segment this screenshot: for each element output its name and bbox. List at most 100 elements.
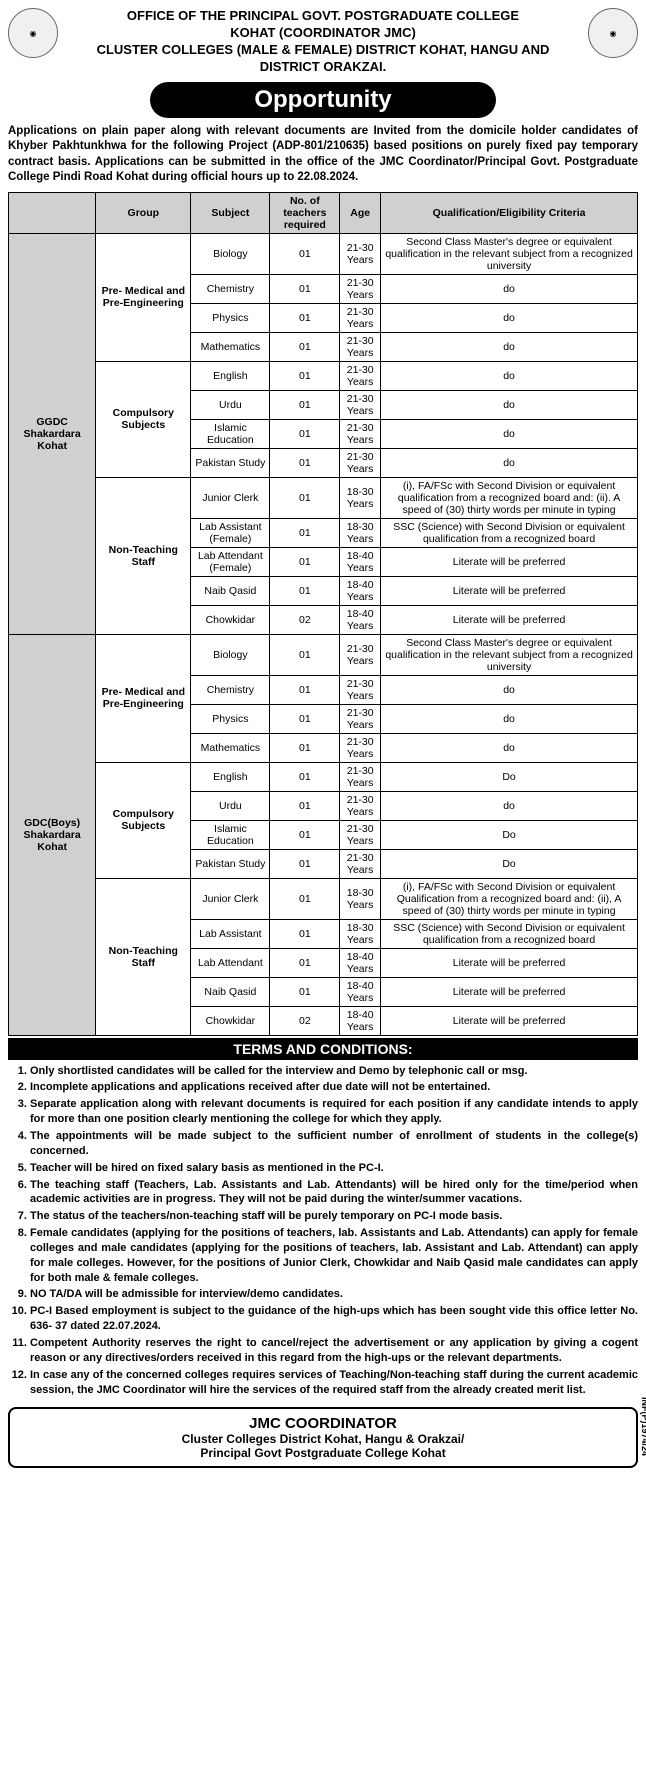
data-cell: 01 xyxy=(270,820,340,849)
footer-title: JMC COORDINATOR xyxy=(16,1415,630,1432)
column-header: No. of teachers required xyxy=(270,192,340,233)
data-cell: English xyxy=(191,361,270,390)
data-cell: 21-30 Years xyxy=(340,762,381,791)
group-cell: Pre- Medical and Pre-Engineering xyxy=(96,233,191,361)
group-cell: Pre- Medical and Pre-Engineering xyxy=(96,634,191,762)
footer-box: JMC COORDINATOR Cluster Colleges Distric… xyxy=(8,1407,638,1468)
data-cell: Chowkidar xyxy=(191,1006,270,1035)
data-cell: 21-30 Years xyxy=(340,303,381,332)
data-cell: 01 xyxy=(270,849,340,878)
data-cell: Urdu xyxy=(191,390,270,419)
data-cell: 01 xyxy=(270,919,340,948)
data-cell: 01 xyxy=(270,791,340,820)
data-cell: do xyxy=(381,675,638,704)
data-cell: Biology xyxy=(191,233,270,274)
data-cell: 01 xyxy=(270,547,340,576)
data-cell: 18-40 Years xyxy=(340,948,381,977)
data-cell: 21-30 Years xyxy=(340,675,381,704)
footer-line1: Cluster Colleges District Kohat, Hangu &… xyxy=(16,1432,630,1446)
data-cell: Second Class Master's degree or equivale… xyxy=(381,233,638,274)
data-cell: Do xyxy=(381,849,638,878)
group-cell: Compulsory Subjects xyxy=(96,361,191,477)
data-cell: SSC (Science) with Second Division or eq… xyxy=(381,919,638,948)
column-header: Age xyxy=(340,192,381,233)
data-cell: English xyxy=(191,762,270,791)
table-row: Compulsory SubjectsEnglish0121-30 Yearsd… xyxy=(9,361,638,390)
data-cell: Lab Attendant xyxy=(191,948,270,977)
group-cell: Non-Teaching Staff xyxy=(96,878,191,1035)
data-cell: 18-30 Years xyxy=(340,878,381,919)
data-cell: 01 xyxy=(270,634,340,675)
emblem-right-icon: ◉ xyxy=(588,8,638,58)
data-cell: Second Class Master's degree or equivale… xyxy=(381,634,638,675)
data-cell: 21-30 Years xyxy=(340,733,381,762)
positions-table: GroupSubjectNo. of teachers requiredAgeQ… xyxy=(8,192,638,1036)
data-cell: Junior Clerk xyxy=(191,477,270,518)
data-cell: 21-30 Years xyxy=(340,820,381,849)
data-cell: 21-30 Years xyxy=(340,419,381,448)
data-cell: 01 xyxy=(270,448,340,477)
data-cell: 18-40 Years xyxy=(340,547,381,576)
reference-number: INF(P)1974/24 xyxy=(640,1397,646,1456)
term-item: In case any of the concerned colleges re… xyxy=(30,1368,638,1398)
data-cell: Chemistry xyxy=(191,675,270,704)
data-cell: do xyxy=(381,274,638,303)
term-item: The teaching staff (Teachers, Lab. Assis… xyxy=(30,1178,638,1208)
data-cell: do xyxy=(381,390,638,419)
data-cell: 01 xyxy=(270,419,340,448)
column-header: Group xyxy=(96,192,191,233)
data-cell: 01 xyxy=(270,303,340,332)
table-row: GDC(Boys) Shakardara KohatPre- Medical a… xyxy=(9,634,638,675)
term-item: Incomplete applications and applications… xyxy=(30,1080,638,1095)
data-cell: 01 xyxy=(270,878,340,919)
data-cell: SSC (Science) with Second Division or eq… xyxy=(381,518,638,547)
data-cell: 01 xyxy=(270,977,340,1006)
opportunity-banner: Opportunity xyxy=(150,82,497,118)
data-cell: 18-40 Years xyxy=(340,977,381,1006)
term-item: NO TA/DA will be admissible for intervie… xyxy=(30,1287,638,1302)
data-cell: 21-30 Years xyxy=(340,704,381,733)
data-cell: do xyxy=(381,704,638,733)
data-cell: Lab Assistant xyxy=(191,919,270,948)
table-body: GGDC Shakardara KohatPre- Medical and Pr… xyxy=(9,233,638,1035)
data-cell: do xyxy=(381,361,638,390)
data-cell: do xyxy=(381,419,638,448)
data-cell: 18-30 Years xyxy=(340,477,381,518)
term-item: Competent Authority reserves the right t… xyxy=(30,1336,638,1366)
data-cell: 21-30 Years xyxy=(340,448,381,477)
group-cell: Compulsory Subjects xyxy=(96,762,191,878)
column-header: Qualification/Eligibility Criteria xyxy=(381,192,638,233)
data-cell: 21-30 Years xyxy=(340,634,381,675)
data-cell: Pakistan Study xyxy=(191,849,270,878)
data-cell: 01 xyxy=(270,390,340,419)
data-cell: Literate will be preferred xyxy=(381,948,638,977)
data-cell: 01 xyxy=(270,518,340,547)
data-cell: Chemistry xyxy=(191,274,270,303)
column-header: Subject xyxy=(191,192,270,233)
data-cell: Do xyxy=(381,762,638,791)
data-cell: do xyxy=(381,791,638,820)
footer-line2: Principal Govt Postgraduate College Koha… xyxy=(16,1446,630,1460)
data-cell: 01 xyxy=(270,332,340,361)
data-cell: 18-40 Years xyxy=(340,1006,381,1035)
data-cell: do xyxy=(381,303,638,332)
data-cell: Physics xyxy=(191,704,270,733)
data-cell: (i), FA/FSc with Second Division or equi… xyxy=(381,477,638,518)
header-line3: CLUSTER COLLEGES (MALE & FEMALE) DISTRIC… xyxy=(58,42,588,59)
data-cell: Biology xyxy=(191,634,270,675)
emblem-left-icon: ◉ xyxy=(8,8,58,58)
data-cell: 21-30 Years xyxy=(340,361,381,390)
data-cell: do xyxy=(381,332,638,361)
data-cell: Mathematics xyxy=(191,733,270,762)
data-cell: 21-30 Years xyxy=(340,332,381,361)
term-item: Teacher will be hired on fixed salary ba… xyxy=(30,1161,638,1176)
data-cell: Islamic Education xyxy=(191,820,270,849)
data-cell: Urdu xyxy=(191,791,270,820)
term-item: Female candidates (applying for the posi… xyxy=(30,1226,638,1285)
data-cell: 18-30 Years xyxy=(340,518,381,547)
data-cell: 01 xyxy=(270,948,340,977)
term-item: The status of the teachers/non-teaching … xyxy=(30,1209,638,1224)
data-cell: 01 xyxy=(270,733,340,762)
data-cell: 01 xyxy=(270,704,340,733)
term-item: Only shortlisted candidates will be call… xyxy=(30,1064,638,1079)
